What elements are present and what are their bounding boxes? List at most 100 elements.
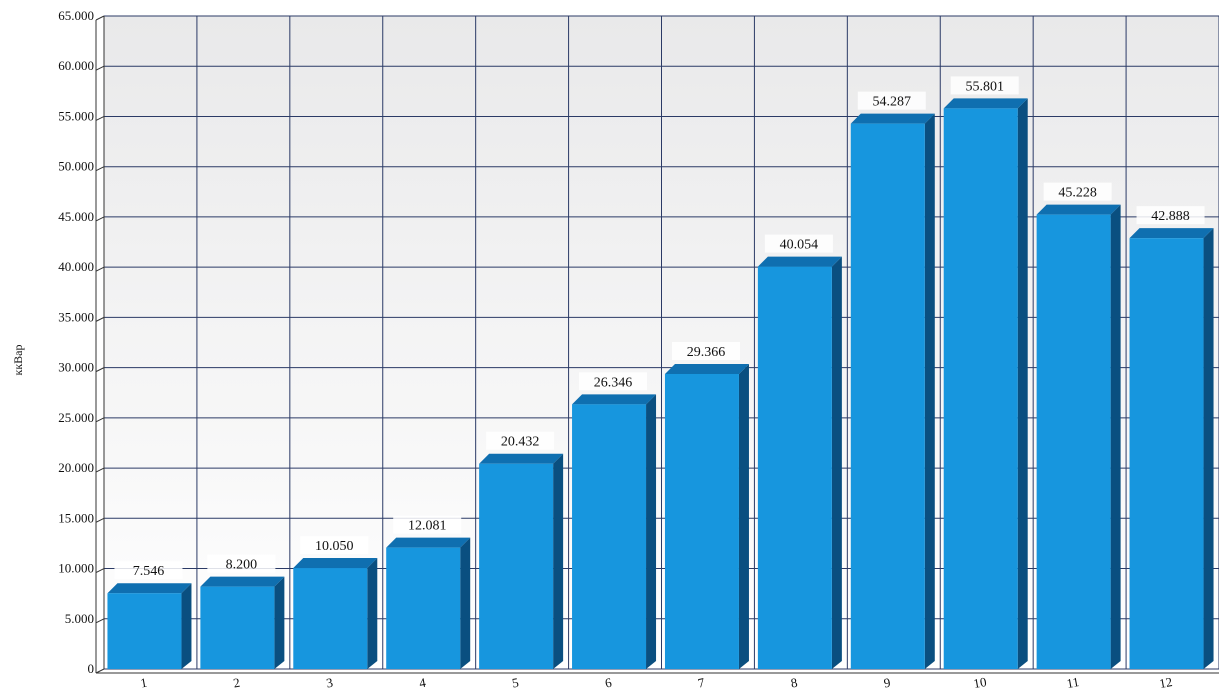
bar-side-8 xyxy=(831,256,842,669)
bar-top-5 xyxy=(479,453,564,464)
bar-side-4 xyxy=(460,537,471,669)
bar-top-6 xyxy=(572,394,657,405)
data-label-bg xyxy=(486,431,555,450)
y-tick xyxy=(95,568,105,573)
data-label-bg xyxy=(207,554,276,573)
y-tick-label: 55.000 xyxy=(58,108,94,123)
bar-7 xyxy=(664,373,739,669)
bar-side-7 xyxy=(738,363,749,669)
data-labels: 7.546 8.200 10.050 12.081 20.432 26.346 29.366… xyxy=(114,76,1205,580)
axes: 0 5.000 10.000 15.000 20.000 25.000 30.000 35.0… xyxy=(58,8,1219,689)
bar-top-3 xyxy=(293,558,378,569)
data-label-bg xyxy=(579,372,648,391)
bar-8 xyxy=(757,266,832,669)
data-label-2: 8.200 xyxy=(226,558,258,573)
grid xyxy=(95,15,1219,674)
y-tick xyxy=(95,166,105,172)
y-tick-label: 25.000 xyxy=(58,410,94,425)
x-tick-label: 2 xyxy=(232,675,241,689)
data-label-11: 45.228 xyxy=(1058,186,1097,201)
data-label-bg xyxy=(671,341,740,360)
data-label-7: 29.366 xyxy=(687,345,726,360)
y-tick xyxy=(95,266,105,272)
y-tick xyxy=(95,517,105,523)
y-tick-label: 15.000 xyxy=(58,510,94,525)
bar-3 xyxy=(293,568,368,669)
data-label-bg xyxy=(857,91,926,110)
bar-top-10 xyxy=(943,98,1028,109)
bar-4 xyxy=(386,547,461,669)
bar-side-12 xyxy=(1203,228,1214,669)
y-tick xyxy=(95,116,105,121)
data-label-bg xyxy=(114,561,183,580)
bar-side-3 xyxy=(367,558,378,669)
data-label-8: 40.054 xyxy=(780,238,819,253)
bar-side-1 xyxy=(181,583,192,669)
bar-9 xyxy=(850,123,925,669)
bar-side-9 xyxy=(924,113,935,669)
data-label-bg xyxy=(764,234,833,253)
x-tick-label: 5 xyxy=(511,675,520,689)
y-tick-label: 65.000 xyxy=(58,8,94,23)
x-tick-label: 8 xyxy=(790,675,799,689)
bar-11 xyxy=(1036,214,1111,669)
bar-side-10 xyxy=(1017,98,1028,670)
y-tick-label: 20.000 xyxy=(58,460,94,475)
data-label-bg xyxy=(1043,182,1112,201)
data-label-3: 10.050 xyxy=(315,539,354,554)
y-tick-label: 35.000 xyxy=(58,309,94,324)
bar-1 xyxy=(107,593,182,669)
bar-side-6 xyxy=(646,394,657,669)
y-tick xyxy=(95,367,105,373)
y-tick xyxy=(95,316,105,322)
x-tick-label: 7 xyxy=(697,675,706,689)
bar-top-9 xyxy=(850,113,935,124)
bar-12 xyxy=(1129,238,1204,669)
x-tick-label: 4 xyxy=(418,675,427,689)
data-label-bg xyxy=(1136,206,1205,225)
y-tick-label: 50.000 xyxy=(58,159,94,174)
y-tick xyxy=(95,618,105,624)
bar-top-12 xyxy=(1129,228,1214,239)
bar-side-2 xyxy=(274,576,285,669)
bar-top-7 xyxy=(664,363,749,374)
y-axis-label: ккВар xyxy=(11,345,25,376)
data-label-1: 7.546 xyxy=(133,564,165,579)
y-tick-label: 60.000 xyxy=(58,58,94,73)
data-label-bg xyxy=(300,536,369,555)
y-tick-label: 45.000 xyxy=(58,209,94,224)
data-label-10: 55.801 xyxy=(965,79,1004,94)
bar-top-2 xyxy=(200,576,285,587)
bar-side-5 xyxy=(553,453,564,669)
data-label-9: 54.287 xyxy=(873,95,912,110)
bars xyxy=(107,98,1214,670)
x-tick-label: 10 xyxy=(972,674,987,689)
y-tick-label: 5.000 xyxy=(65,611,94,626)
y-tick-label: 40.000 xyxy=(58,259,94,274)
x-tick-label: 1 xyxy=(139,675,148,689)
bar-top-4 xyxy=(386,537,471,548)
data-label-5: 20.432 xyxy=(501,435,540,450)
data-label-bg xyxy=(393,515,462,534)
bar-top-8 xyxy=(757,256,842,267)
data-label-12: 42.888 xyxy=(1151,209,1190,224)
y-tick xyxy=(95,65,105,71)
bar-top-1 xyxy=(107,583,192,594)
x-tick-label: 9 xyxy=(883,675,892,689)
y-tick-label: 30.000 xyxy=(58,360,94,375)
x-tick-label: 11 xyxy=(1065,674,1080,689)
bar-side-11 xyxy=(1110,204,1121,669)
x-tick-label: 6 xyxy=(604,675,613,689)
y-tick xyxy=(95,467,105,473)
y-tick-label: 10.000 xyxy=(58,561,94,576)
y-tick xyxy=(95,668,105,674)
data-label-6: 26.346 xyxy=(594,375,633,390)
data-label-bg xyxy=(950,76,1019,95)
y-tick xyxy=(95,15,105,21)
bar-top-11 xyxy=(1036,204,1121,215)
x-tick-label: 3 xyxy=(325,675,334,689)
x-tick-label: 12 xyxy=(1158,674,1173,689)
y-tick-label: 0 xyxy=(88,661,95,676)
y-tick xyxy=(95,216,105,222)
